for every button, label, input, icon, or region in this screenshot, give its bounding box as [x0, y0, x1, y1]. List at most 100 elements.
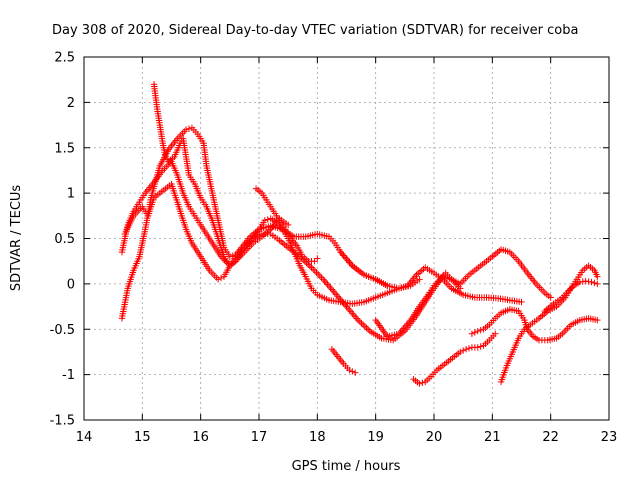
data-point	[330, 288, 337, 295]
data-point	[359, 321, 367, 329]
data-point	[284, 221, 292, 229]
data-point	[347, 308, 355, 315]
series-arc-d	[150, 81, 292, 269]
y-tick-label: 1.5	[54, 141, 75, 156]
data-point	[314, 255, 321, 262]
y-tick-label: -1	[62, 368, 75, 383]
data-point	[321, 277, 328, 285]
data-point	[311, 257, 318, 265]
data-point	[352, 313, 359, 320]
data-point	[314, 271, 322, 278]
data-point	[457, 348, 464, 356]
series-arc-j	[468, 306, 601, 344]
data-point	[471, 329, 479, 336]
data-point	[477, 343, 484, 350]
data-point	[474, 344, 481, 351]
grid-lines	[84, 57, 609, 420]
y-axis-label: SDTVAR / TECUs	[9, 185, 24, 292]
data-point	[333, 291, 340, 298]
data-point	[588, 278, 595, 286]
data-point	[340, 252, 347, 259]
x-tick-label: 16	[192, 430, 209, 445]
data-point	[419, 379, 426, 386]
data-point	[185, 125, 193, 132]
data-point	[214, 276, 222, 283]
data-point	[349, 368, 356, 375]
y-tick-label: 0	[67, 277, 75, 292]
data-point	[358, 320, 365, 327]
x-tick-label: 23	[601, 430, 618, 445]
series-arc-f	[328, 346, 359, 377]
data-point	[354, 316, 362, 324]
data-point	[217, 274, 225, 282]
data-point	[457, 285, 464, 292]
data-point	[322, 279, 330, 286]
data-point	[353, 315, 360, 322]
data-point	[324, 281, 331, 288]
x-tick-label: 19	[367, 430, 384, 445]
data-point	[306, 262, 314, 270]
x-tick-label: 18	[309, 430, 326, 445]
y-tick-label: 2.5	[54, 51, 75, 66]
series-arc-g	[337, 248, 391, 289]
data-point	[591, 279, 598, 287]
data-point	[594, 273, 601, 280]
x-tick-label: 22	[542, 430, 559, 445]
data-point	[338, 298, 346, 305]
data-point	[416, 380, 423, 387]
data-point	[331, 289, 339, 297]
x-axis-label: GPS time / hours	[292, 459, 401, 474]
y-tick-label: 1	[67, 187, 75, 202]
data-point	[416, 276, 423, 283]
data-point	[363, 324, 370, 332]
x-tick-labels: 14 15 16 17 18 19 20 21 22 23	[76, 430, 618, 445]
data-point	[459, 347, 467, 354]
data-point	[325, 282, 333, 290]
data-point	[308, 264, 315, 271]
data-point	[364, 326, 372, 333]
y-tick-labels: -1.5 -1 -0.5 0 0.5 1 1.5 2 2.5	[50, 51, 75, 429]
data-point	[261, 217, 269, 224]
data-points	[118, 81, 601, 387]
x-tick-label: 14	[76, 430, 93, 445]
data-point	[347, 260, 355, 268]
data-point	[465, 345, 473, 352]
y-tick-label: -0.5	[50, 323, 75, 338]
data-point	[319, 276, 327, 283]
data-point	[343, 255, 350, 263]
data-point	[328, 286, 336, 293]
data-point	[474, 327, 481, 335]
data-point	[343, 303, 350, 310]
data-point	[229, 252, 236, 259]
data-point	[309, 266, 317, 273]
data-point	[594, 316, 601, 324]
series-arc-h	[372, 269, 464, 340]
data-point	[336, 294, 343, 302]
data-point	[547, 294, 554, 301]
data-point	[318, 274, 325, 281]
data-point	[594, 280, 601, 288]
data-point	[327, 284, 334, 292]
data-point	[182, 126, 190, 133]
tick-marks	[83, 56, 610, 421]
data-point	[226, 253, 234, 260]
data-point	[346, 306, 353, 314]
data-point	[468, 330, 476, 337]
data-point	[356, 318, 364, 325]
data-point	[361, 323, 369, 330]
data-point	[352, 369, 359, 377]
data-point	[477, 326, 484, 334]
data-point	[492, 330, 499, 337]
y-tick-label: 2	[67, 96, 75, 111]
data-point	[338, 250, 346, 258]
x-tick-label: 15	[134, 430, 151, 445]
data-point	[518, 298, 525, 306]
y-tick-label: 0.5	[54, 232, 75, 247]
series-arc-k	[497, 262, 601, 386]
x-tick-label: 20	[426, 430, 443, 445]
series-arc-l	[541, 277, 601, 315]
data-point	[384, 282, 391, 289]
chart-title: Day 308 of 2020, Sidereal Day-to-day VTE…	[52, 23, 578, 38]
data-point	[346, 259, 353, 266]
